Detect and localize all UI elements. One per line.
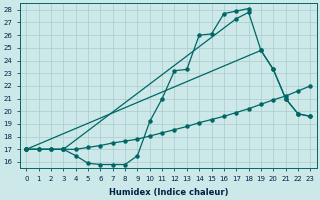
X-axis label: Humidex (Indice chaleur): Humidex (Indice chaleur) bbox=[108, 188, 228, 197]
